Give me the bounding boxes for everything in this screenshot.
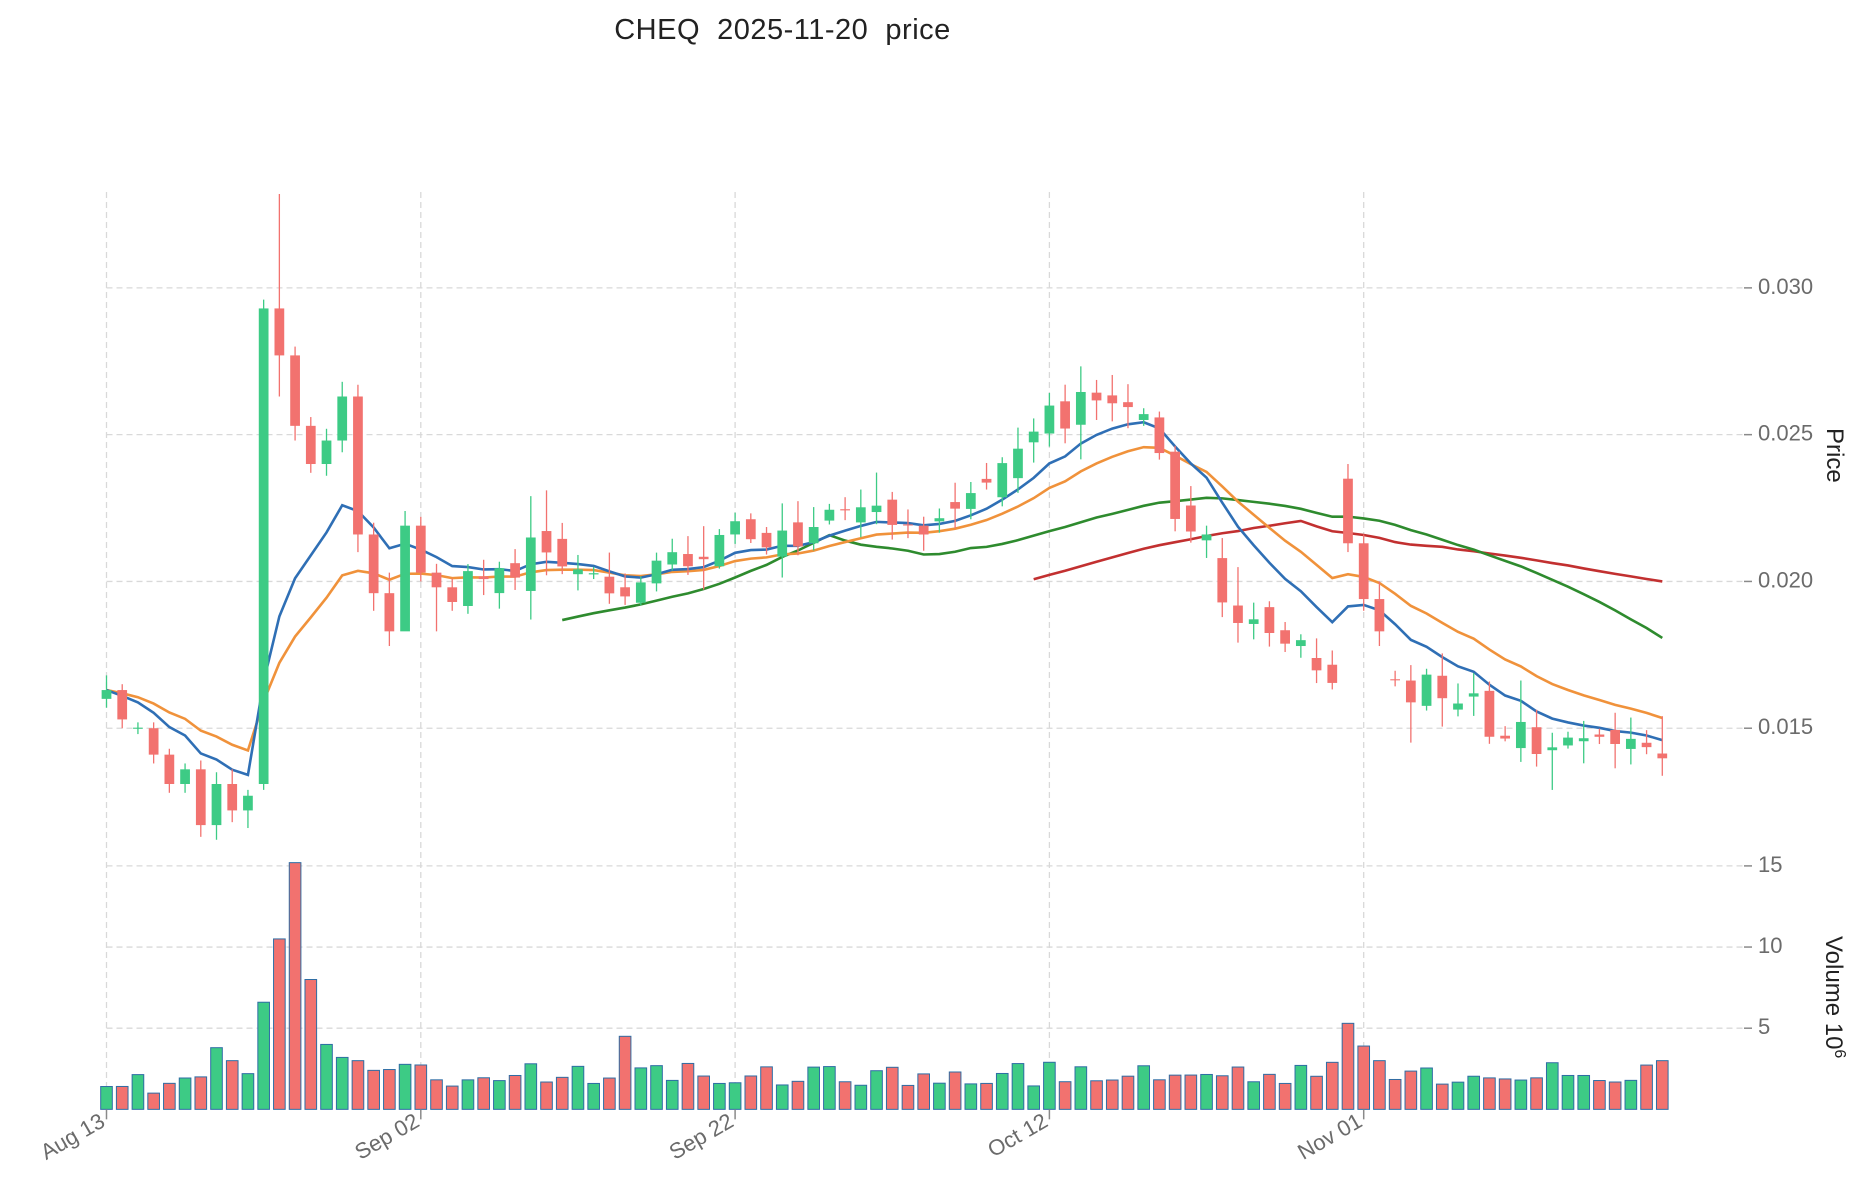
svg-text:Oct 12: Oct 12 (983, 1108, 1052, 1162)
svg-text:15: 15 (1758, 852, 1782, 877)
svg-text:10: 10 (1758, 933, 1782, 958)
svg-text:Sep 02: Sep 02 (350, 1108, 423, 1165)
svg-text:0.025: 0.025 (1758, 421, 1813, 446)
svg-text:Aug 13: Aug 13 (36, 1108, 109, 1165)
svg-text:0.015: 0.015 (1758, 714, 1813, 739)
svg-text:0.030: 0.030 (1758, 274, 1813, 299)
svg-text:0.020: 0.020 (1758, 567, 1813, 592)
svg-text:Nov 01: Nov 01 (1293, 1108, 1366, 1165)
svg-text:Sep 22: Sep 22 (665, 1108, 738, 1165)
svg-text:5: 5 (1758, 1014, 1770, 1039)
